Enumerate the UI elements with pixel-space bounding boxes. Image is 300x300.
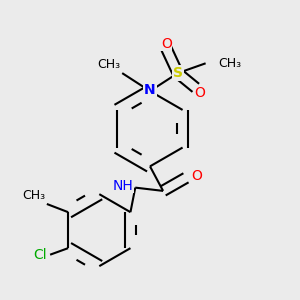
Text: NH: NH: [113, 179, 134, 193]
Text: N: N: [144, 83, 156, 97]
Text: CH₃: CH₃: [22, 189, 45, 202]
Text: O: O: [161, 37, 172, 51]
Text: O: O: [194, 86, 205, 100]
Text: O: O: [191, 169, 202, 183]
Text: CH₃: CH₃: [219, 57, 242, 70]
Text: CH₃: CH₃: [98, 58, 121, 71]
Text: Cl: Cl: [33, 248, 47, 262]
Text: S: S: [173, 66, 183, 80]
